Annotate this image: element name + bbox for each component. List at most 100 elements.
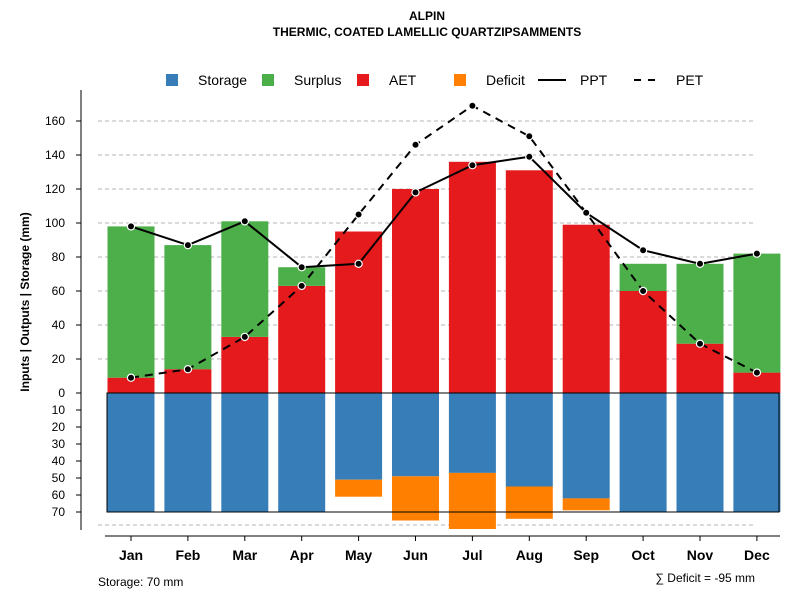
y-tick-label-lower-70: 70 — [52, 505, 66, 519]
y-tick-label-140: 140 — [45, 148, 65, 162]
y-tick-label-120: 120 — [45, 182, 65, 196]
surplus-bar-mar — [221, 221, 269, 337]
ppt-point-sep — [582, 208, 591, 217]
storage-bar-jun — [392, 393, 439, 477]
y-tick-label-lower-30: 30 — [52, 437, 66, 451]
pet-point-dec — [752, 368, 762, 377]
storage-bar-mar — [221, 393, 269, 512]
x-tick-label-dec: Dec — [744, 547, 770, 563]
y-tick-label-0: 0 — [58, 386, 65, 400]
pet-point-apr — [297, 281, 306, 291]
y-tick-label-lower-50: 50 — [52, 471, 66, 485]
storage-bar-jan — [107, 393, 155, 512]
legend-label-pet: PET — [676, 72, 704, 88]
ppt-point-mar — [240, 217, 249, 226]
x-tick-label-jan: Jan — [119, 547, 143, 563]
bars — [106, 161, 781, 529]
pet-point-jul — [468, 101, 477, 110]
legend-swatch-aet — [357, 74, 369, 86]
storage-note: Storage: 70 mm — [98, 575, 183, 589]
legend-label-storage: Storage — [198, 72, 247, 88]
deficit-bar-aug — [505, 486, 553, 519]
pet-point-jan — [126, 373, 136, 382]
surplus-bar-jan — [107, 226, 155, 378]
ppt-point-aug — [525, 152, 534, 161]
y-tick-label-40: 40 — [52, 318, 66, 332]
legend: Storage Surplus AET Deficit PPT PET — [166, 72, 704, 88]
storage-bar-sep — [562, 393, 610, 499]
storage-bar-oct — [619, 393, 667, 512]
storage-bar-may — [335, 393, 383, 480]
x-tick-label-may: May — [345, 547, 372, 563]
y-tick-label-lower-10: 10 — [52, 403, 66, 417]
surplus-bar-feb — [164, 245, 212, 370]
deficit-bar-sep — [562, 498, 610, 511]
ppt-point-feb — [183, 240, 193, 250]
ppt-line — [130, 155, 758, 269]
aet-bar-aug — [505, 170, 553, 393]
chart-subtitle: THERMIC, COATED LAMELLIC QUARTZIPSAMMENT… — [273, 25, 581, 39]
aet-bar-oct — [619, 291, 667, 393]
legend-label-ppt: PPT — [580, 72, 608, 88]
legend-label-deficit: Deficit — [486, 72, 525, 88]
aet-bar-feb — [164, 369, 212, 393]
deficit-bar-jul — [448, 472, 496, 529]
pet-point-jun — [411, 140, 420, 149]
x-tick-label-apr: Apr — [290, 547, 315, 563]
x-tick-label-mar: Mar — [232, 547, 257, 563]
ppt-point-may — [354, 259, 363, 268]
ppt-point-dec — [752, 249, 762, 258]
aet-bar-dec — [733, 372, 781, 393]
y-tick-label-20: 20 — [52, 352, 66, 366]
deficit-note: ∑ Deficit = -95 mm — [655, 571, 755, 585]
aet-bar-apr — [278, 285, 326, 393]
pet-point-mar — [240, 332, 249, 342]
y-tick-label-60: 60 — [52, 284, 66, 298]
legend-label-surplus: Surplus — [294, 72, 341, 88]
surplus-bar-dec — [733, 253, 781, 373]
storage-bar-apr — [278, 393, 326, 512]
aet-bar-jan — [107, 377, 155, 393]
x-tick-label-aug: Aug — [516, 547, 543, 563]
x-tick-label-feb: Feb — [175, 547, 200, 563]
x-tick-label-nov: Nov — [687, 547, 714, 563]
pet-point-oct — [638, 286, 648, 296]
aet-bar-sep — [562, 224, 610, 393]
y-tick-label-100: 100 — [45, 216, 65, 230]
legend-label-aet: AET — [389, 72, 417, 88]
x-tick-label-jul: Jul — [462, 547, 482, 563]
aet-bar-may — [335, 231, 383, 393]
legend-swatch-storage — [166, 74, 178, 86]
aet-bar-jul — [448, 161, 496, 393]
ppt-point-jun — [411, 188, 420, 197]
ppt-point-oct — [638, 245, 648, 255]
deficit-bar-jun — [392, 476, 439, 521]
y-tick-label-lower-60: 60 — [52, 488, 66, 502]
storage-bar-dec — [733, 393, 781, 512]
storage-bar-nov — [676, 393, 724, 512]
deficit-bar-may — [335, 479, 383, 497]
y-tick-label-80: 80 — [52, 250, 66, 264]
ppt-point-apr — [297, 263, 306, 272]
pet-point-feb — [183, 365, 193, 374]
legend-swatch-deficit — [454, 74, 466, 86]
x-tick-label-oct: Oct — [631, 547, 655, 563]
storage-bar-feb — [164, 393, 212, 512]
legend-swatch-surplus — [262, 74, 274, 86]
x-tick-label-sep: Sep — [573, 547, 599, 563]
y-tick-label-lower-40: 40 — [52, 454, 66, 468]
storage-bar-jul — [448, 393, 496, 473]
surplus-bar-nov — [676, 263, 724, 344]
y-axis-label: Inputs | Outputs | Storage (mm) — [18, 212, 32, 391]
axes: 0 20 40 60 80 100 120 140 160 10 20 30 40 50 60 70 Jan Fe… — [45, 90, 780, 563]
y-tick-label-lower-20: 20 — [52, 420, 66, 434]
ppt-point-nov — [695, 259, 705, 268]
ppt-point-jan — [126, 222, 136, 231]
storage-bar-aug — [505, 393, 553, 487]
chart-title: ALPIN — [409, 9, 445, 23]
pet-point-nov — [695, 339, 705, 348]
x-tick-label-jun: Jun — [403, 547, 428, 563]
y-tick-label-160: 160 — [45, 114, 65, 128]
ppt-point-jul — [468, 160, 477, 170]
